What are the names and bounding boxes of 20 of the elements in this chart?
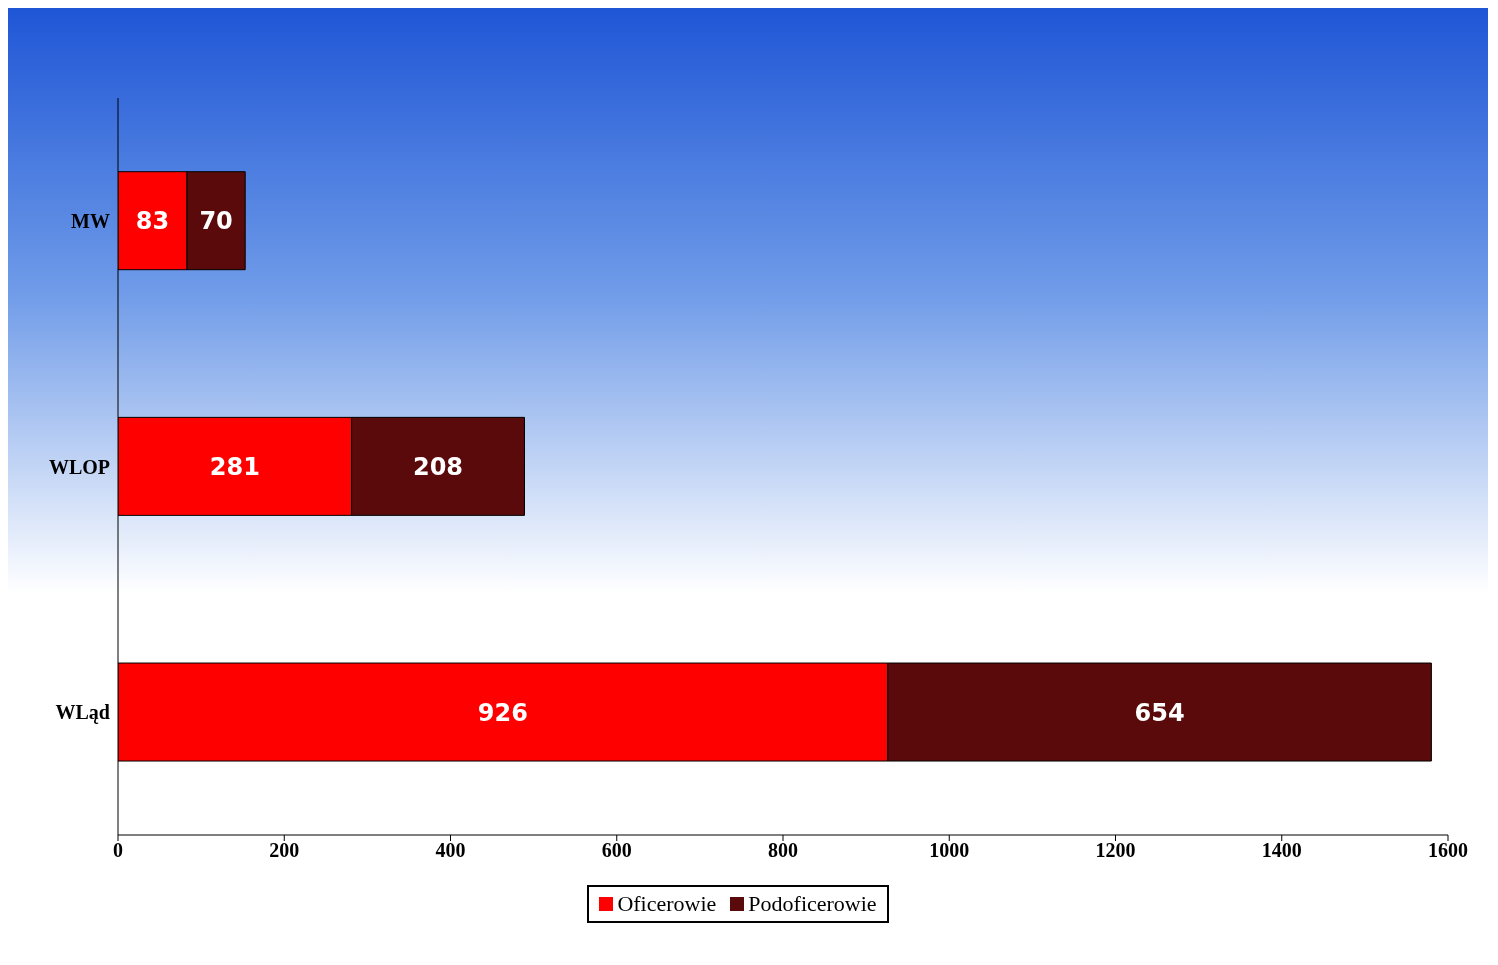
x-tick-label: 1000 <box>929 839 970 862</box>
x-tick-label: 1400 <box>1261 839 1302 862</box>
data-label: 70 <box>199 207 233 236</box>
legend-label: Podoficerowie <box>748 891 877 917</box>
data-label: 281 <box>209 452 260 481</box>
x-tick-label: 600 <box>601 839 632 862</box>
data-label: 654 <box>1134 698 1185 727</box>
data-label: 926 <box>477 698 528 727</box>
x-tick-label: 1600 <box>1428 839 1468 862</box>
x-tick-label: 800 <box>768 839 798 862</box>
y-tick-label: WLąd <box>55 701 110 725</box>
x-tick-label: 400 <box>435 839 466 862</box>
data-label: 208 <box>412 452 464 481</box>
x-tick-label: 1200 <box>1095 839 1136 862</box>
x-tick-label: 0 <box>113 839 123 862</box>
y-tick-label: MW <box>71 209 110 232</box>
data-label: 83 <box>135 207 170 236</box>
y-tick-label: WLOP <box>48 455 110 478</box>
legend-label: Oficerowie <box>617 891 717 917</box>
x-tick-label: 200 <box>269 839 300 862</box>
